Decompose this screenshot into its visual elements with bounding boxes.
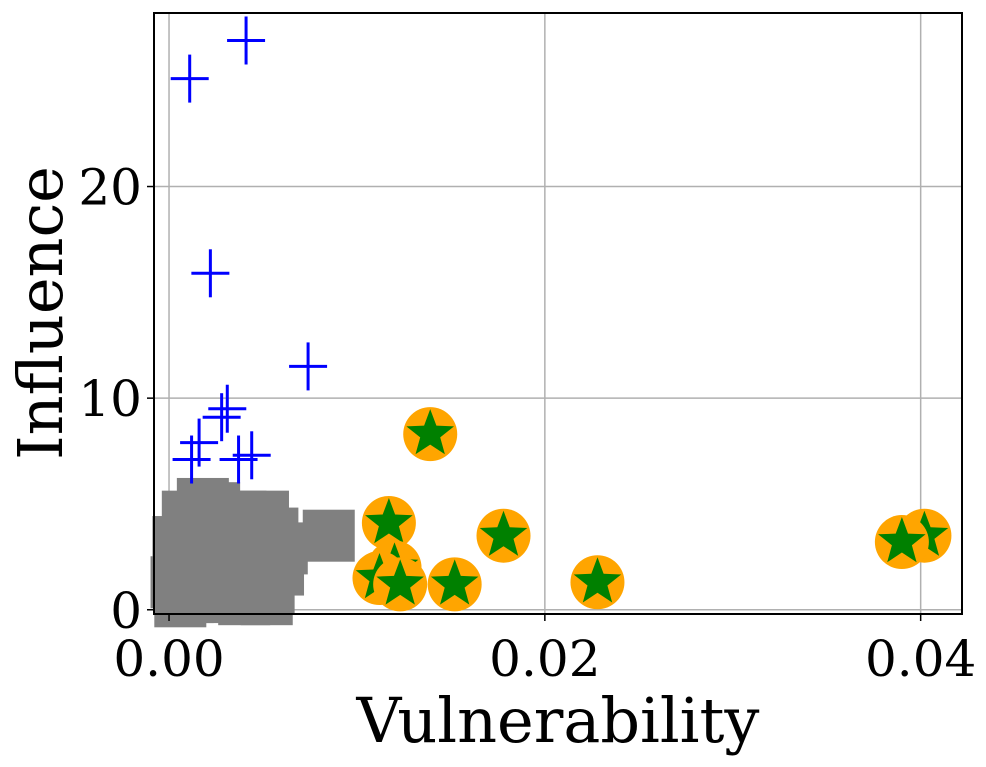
data-marks — [150, 16, 952, 628]
axis-ticks: 0.00 0.02 0.04 0 10 20 — [78, 159, 976, 688]
plus-point — [289, 342, 328, 391]
x-tick-label: 0.04 — [865, 630, 976, 688]
x-tick-label: 0.02 — [489, 630, 600, 688]
star-point — [406, 409, 454, 455]
star-point — [479, 510, 528, 556]
square-point — [229, 558, 282, 611]
plus-point — [202, 393, 241, 442]
plot-frame — [153, 12, 963, 615]
square-point — [154, 575, 207, 628]
plus-point — [208, 384, 247, 433]
y-tick-label: 10 — [78, 370, 142, 428]
y-axis-label: Influence — [4, 166, 77, 460]
star-point — [878, 517, 926, 563]
plus-point — [227, 16, 266, 65]
plus-point — [172, 435, 211, 484]
plus-point — [219, 435, 258, 484]
star-point — [430, 559, 479, 605]
plus-point — [170, 54, 209, 103]
star-point — [365, 498, 413, 544]
star-point — [573, 557, 622, 603]
x-axis-label: Vulnerability — [356, 684, 760, 757]
x-tick-label: 0.00 — [113, 630, 224, 688]
plus-point — [191, 249, 230, 298]
star-point — [376, 559, 424, 605]
y-tick-label: 20 — [78, 159, 142, 217]
y-tick-label: 0 — [110, 582, 142, 640]
square-point — [302, 509, 355, 562]
